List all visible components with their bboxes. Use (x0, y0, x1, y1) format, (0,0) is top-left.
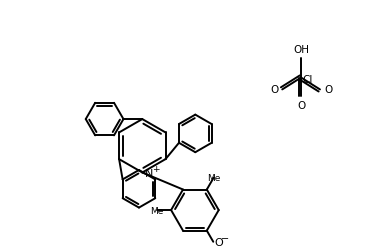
Text: Me: Me (207, 173, 220, 182)
Text: OH: OH (293, 45, 309, 55)
Text: −: − (221, 233, 229, 243)
Text: Cl: Cl (302, 74, 313, 84)
Text: +: + (152, 164, 160, 173)
Text: Me: Me (150, 206, 164, 215)
Text: O: O (324, 85, 332, 95)
Text: N: N (145, 169, 154, 179)
Text: O: O (214, 237, 223, 247)
Text: O: O (270, 85, 278, 95)
Text: O: O (297, 101, 305, 111)
